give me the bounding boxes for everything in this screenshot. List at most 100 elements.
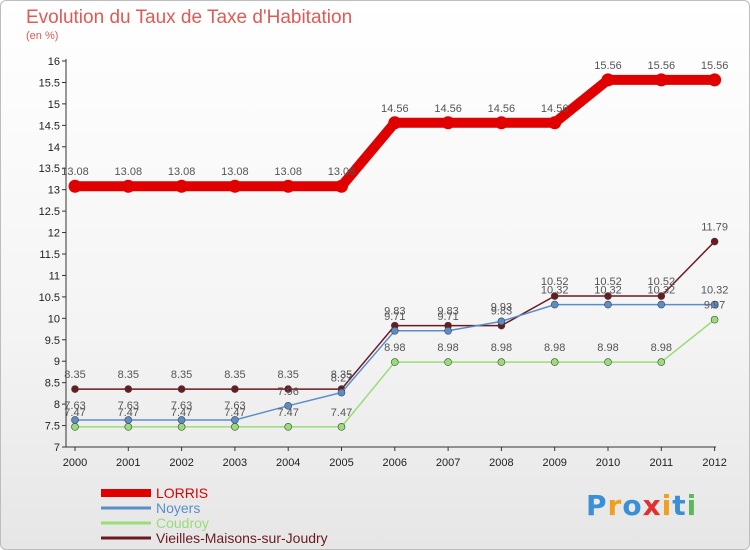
data-label: 13.08 xyxy=(168,166,196,178)
y-tick-label: 8.5 xyxy=(45,378,60,390)
data-label: 7.47 xyxy=(118,407,139,419)
data-point xyxy=(71,385,79,393)
data-point xyxy=(710,237,719,246)
data-point xyxy=(281,179,295,193)
data-point xyxy=(494,116,508,130)
data-point xyxy=(708,73,722,87)
data-label: 8.98 xyxy=(651,342,672,354)
data-point xyxy=(550,292,559,300)
data-point xyxy=(550,358,559,366)
data-point xyxy=(68,179,82,193)
data-point xyxy=(444,326,452,335)
data-point xyxy=(550,300,559,309)
y-tick-label: 11 xyxy=(49,270,60,282)
data-point xyxy=(124,423,133,431)
data-point xyxy=(444,358,452,366)
data-point xyxy=(231,416,239,424)
data-label: 13.08 xyxy=(221,166,249,178)
data-label: 7.63 xyxy=(171,400,192,412)
y-tick-label: 14.5 xyxy=(39,120,60,132)
x-tick-label: 2002 xyxy=(169,457,193,469)
data-label: 8.35 xyxy=(64,369,85,381)
data-label: 7.63 xyxy=(64,400,85,412)
data-point xyxy=(548,116,562,130)
legend-label: Coudroy xyxy=(156,515,209,531)
data-point xyxy=(175,179,189,193)
data-point xyxy=(497,358,506,366)
data-label: 10.32 xyxy=(594,285,622,297)
y-tick-label: 16 xyxy=(48,56,60,68)
y-tick-label: 11.5 xyxy=(39,249,60,261)
data-point xyxy=(337,388,346,397)
x-tick-label: 2005 xyxy=(329,457,353,469)
data-point xyxy=(284,402,293,410)
data-label: 13.08 xyxy=(274,166,302,178)
y-tick-label: 13 xyxy=(48,185,60,197)
data-label: 7.47 xyxy=(224,407,245,419)
data-point xyxy=(657,358,666,366)
y-tick-label: 12.5 xyxy=(39,206,60,218)
y-tick-label: 12 xyxy=(48,228,60,240)
data-point xyxy=(284,385,293,393)
data-point xyxy=(284,423,293,431)
data-point xyxy=(335,179,348,193)
data-label: 8.98 xyxy=(384,342,405,354)
data-point xyxy=(124,416,133,424)
legend-label: LORRIS xyxy=(156,485,208,501)
data-point xyxy=(231,385,239,393)
data-point xyxy=(177,385,186,393)
y-tick-label: 7.5 xyxy=(45,421,60,433)
data-point xyxy=(441,116,455,130)
data-label: 8.35 xyxy=(224,369,245,381)
data-point xyxy=(604,300,612,309)
y-tick-label: 15 xyxy=(48,99,60,111)
data-label: 8.27 xyxy=(331,373,352,385)
data-label: 13.08 xyxy=(328,166,356,178)
x-tick-label: 2006 xyxy=(383,457,407,469)
x-tick-label: 2010 xyxy=(596,457,620,469)
data-point xyxy=(657,300,666,309)
x-tick-label: 2012 xyxy=(702,457,726,469)
legend-label: Vieilles-Maisons-sur-Joudry xyxy=(156,530,328,546)
data-label: 8.35 xyxy=(277,369,298,381)
data-label: 7.96 xyxy=(277,386,298,398)
data-label: 10.32 xyxy=(541,285,569,297)
x-tick-label: 2007 xyxy=(436,457,460,469)
data-label: 9.71 xyxy=(384,311,405,323)
data-label: 11.79 xyxy=(701,222,728,234)
data-point xyxy=(604,292,612,300)
data-label: 8.35 xyxy=(331,369,352,381)
data-label: 10.32 xyxy=(701,285,729,297)
y-tick-label: 10 xyxy=(48,313,60,325)
data-label: 9.93 xyxy=(491,301,512,313)
data-label: 7.47 xyxy=(331,407,352,419)
data-point xyxy=(497,317,506,326)
data-point xyxy=(71,416,79,424)
y-tick-label: 13.5 xyxy=(39,163,60,175)
data-label: 7.47 xyxy=(171,407,192,419)
x-tick-label: 2011 xyxy=(649,457,673,469)
data-point xyxy=(177,416,186,424)
data-label: 8.35 xyxy=(118,369,139,381)
data-label: 14.56 xyxy=(381,103,409,115)
y-tick-label: 10.5 xyxy=(39,292,60,304)
y-tick-label: 8 xyxy=(54,399,60,411)
data-label: 9.83 xyxy=(384,306,405,318)
x-tick-label: 2008 xyxy=(489,457,513,469)
proxiti-logo: Proxiti xyxy=(586,489,698,522)
data-label: 9.83 xyxy=(491,306,512,318)
data-point xyxy=(177,423,186,431)
y-tick-label: 9 xyxy=(54,356,60,368)
data-label: 10.32 xyxy=(648,285,676,297)
data-label: 7.63 xyxy=(224,400,245,412)
data-label: 14.56 xyxy=(488,103,516,115)
data-point xyxy=(657,292,666,300)
data-label: 8.98 xyxy=(544,342,565,354)
data-label: 14.56 xyxy=(541,103,569,115)
data-label: 10.52 xyxy=(594,276,622,288)
data-label: 9.71 xyxy=(437,311,458,323)
data-point xyxy=(124,385,133,393)
y-tick-label: 9.5 xyxy=(45,335,60,347)
data-point xyxy=(710,300,719,309)
data-point xyxy=(390,326,399,335)
